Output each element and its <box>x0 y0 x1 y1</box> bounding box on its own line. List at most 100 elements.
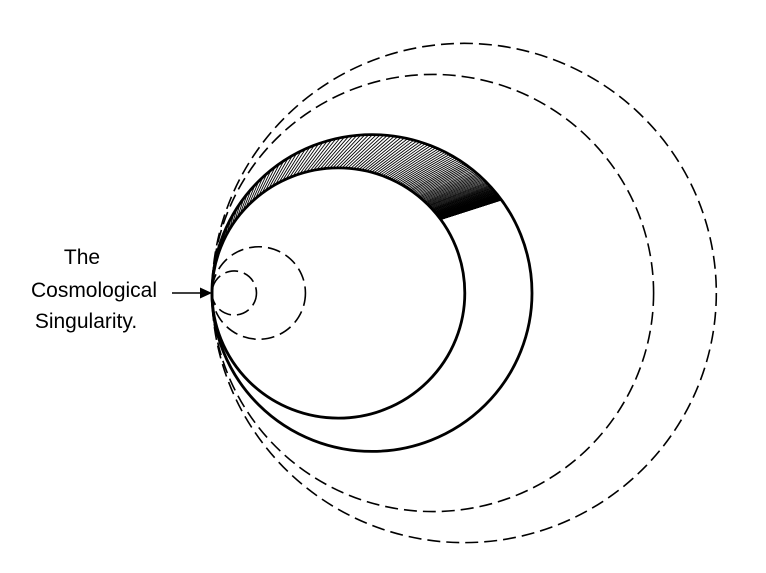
hatch-line <box>375 141 421 174</box>
hatch-line <box>402 156 454 186</box>
singularity-label: The Cosmological Singularity. <box>31 246 157 333</box>
hatch-line <box>355 135 395 170</box>
hatch-line <box>411 163 465 192</box>
hatch-line <box>408 160 462 190</box>
concentric-circles <box>210 42 718 544</box>
hatch-line <box>396 151 446 183</box>
label-line-2: Cosmological <box>31 279 157 302</box>
hatch-line <box>427 179 485 205</box>
circle-5-dashed <box>211 73 655 513</box>
hatch-line <box>435 191 496 214</box>
hatch-line <box>437 194 498 216</box>
hatch-line <box>429 182 488 207</box>
hatch-line <box>278 152 298 183</box>
hatch-line <box>347 134 385 169</box>
hatch-line <box>436 192 497 215</box>
hatch-line <box>258 169 272 197</box>
hatch-line <box>378 142 423 175</box>
hatch-line <box>382 144 429 177</box>
hatch-line <box>433 188 493 212</box>
hatch-line <box>394 150 444 182</box>
hatch-line <box>248 180 260 205</box>
hatch-line <box>423 175 480 201</box>
hatch-line <box>338 134 373 169</box>
hatch-line <box>419 171 475 198</box>
hatch-line <box>299 141 324 175</box>
hatch-line <box>390 148 439 180</box>
hatch-line <box>412 164 467 193</box>
hatch-line <box>423 176 481 202</box>
hatch-line <box>436 192 496 215</box>
hatch-line <box>366 138 408 172</box>
hatch-line <box>417 168 473 196</box>
hatch-line <box>418 169 474 197</box>
circle-3-solid <box>210 166 467 420</box>
hatch-line <box>316 136 345 171</box>
hatch-line <box>358 136 399 170</box>
hatch-line <box>368 138 412 172</box>
hatch-line <box>268 160 285 189</box>
hatch-line <box>326 135 358 169</box>
hatch-line <box>319 135 350 170</box>
hatch-line <box>245 184 256 208</box>
hatch-line <box>413 165 468 194</box>
hatch-line <box>428 181 487 206</box>
hatch-line <box>399 154 450 184</box>
hatch-line <box>414 166 470 194</box>
hatch-line <box>431 185 490 209</box>
label-line-3: Singularity. <box>35 310 137 333</box>
hatch-line <box>434 189 494 212</box>
hatch-line <box>302 140 328 174</box>
hatch-line <box>434 190 495 213</box>
label-line-1: The <box>64 246 100 269</box>
hatch-line <box>429 183 489 208</box>
hatch-line <box>425 178 483 203</box>
hatch-line <box>432 186 491 210</box>
hatch-line <box>392 149 441 181</box>
hatch-line <box>435 191 495 214</box>
hatch-line <box>363 137 405 171</box>
hatch-line <box>344 134 381 169</box>
circle-2-dashed <box>211 245 307 341</box>
circle-1-dashed <box>211 270 258 316</box>
hatch-line <box>309 138 337 172</box>
hatch-line <box>332 134 366 169</box>
hatch-line <box>341 134 377 169</box>
hatch-line <box>386 146 434 178</box>
hatch-line <box>261 166 276 194</box>
hatch-line <box>384 145 432 177</box>
hatch-line <box>353 135 392 170</box>
hatch-line <box>275 155 293 185</box>
hatch-line <box>436 193 498 216</box>
hatch-line <box>432 187 492 211</box>
hatch-line <box>426 179 484 204</box>
hatch-line <box>407 159 460 189</box>
hatch-line <box>292 144 315 177</box>
hatch-line <box>322 135 354 170</box>
hatch-line <box>282 150 302 182</box>
hatch-line <box>251 176 264 202</box>
hatch-line <box>430 184 489 208</box>
hatch-line <box>254 173 268 199</box>
hatch-line <box>361 136 402 171</box>
hatch-line <box>289 146 311 178</box>
hatch-line <box>313 137 341 171</box>
hatch-line <box>397 152 448 184</box>
hatch-line <box>388 147 437 179</box>
hatch-line <box>433 187 493 211</box>
hatch-line <box>427 180 486 206</box>
hatch-line <box>373 140 418 174</box>
hatch-line <box>264 163 280 192</box>
hatch-line <box>431 185 491 210</box>
hatch-line <box>380 143 426 176</box>
hatch-line <box>434 189 494 213</box>
singularity-arrow <box>172 287 212 299</box>
hatch-line <box>409 162 463 191</box>
hatch-line <box>436 193 497 215</box>
hatch-line <box>285 148 306 180</box>
hatch-line <box>335 134 370 169</box>
hatch-line <box>421 173 478 200</box>
hatch-line <box>420 172 477 199</box>
hatch-line <box>271 157 289 187</box>
